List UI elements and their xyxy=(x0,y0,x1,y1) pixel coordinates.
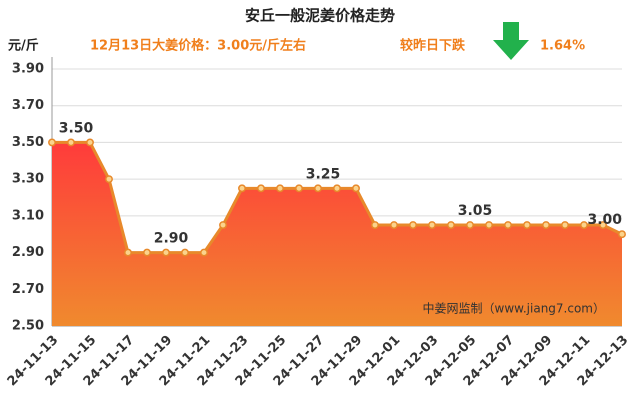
point xyxy=(599,221,607,229)
point xyxy=(124,248,132,257)
y-tick-label: 3.10 xyxy=(12,208,44,223)
point xyxy=(238,184,246,193)
down-arrow xyxy=(493,22,529,60)
point xyxy=(523,221,531,229)
annotation: 较昨日下跌 xyxy=(400,38,466,54)
point xyxy=(219,221,227,229)
point xyxy=(333,184,341,193)
point xyxy=(542,221,550,229)
y-tick-label: 3.90 xyxy=(12,62,44,77)
area-fill xyxy=(52,142,622,326)
y-tick-label: 3.70 xyxy=(12,98,44,113)
point xyxy=(67,138,75,147)
point xyxy=(504,221,512,229)
point xyxy=(352,184,360,193)
point xyxy=(314,184,322,193)
y-tick-label: 2.90 xyxy=(12,245,44,260)
point xyxy=(48,138,56,147)
y-tick-label: 2.50 xyxy=(12,319,44,334)
point xyxy=(181,248,189,257)
data-label: 2.90 xyxy=(154,231,189,247)
chart-title: 安丘一般泥姜价格走势 xyxy=(245,7,395,25)
point xyxy=(295,184,303,193)
y-tick-label: 3.30 xyxy=(12,172,44,187)
point xyxy=(86,138,94,147)
point xyxy=(580,221,588,229)
data-label: 3.25 xyxy=(306,166,341,182)
point xyxy=(162,248,170,257)
point xyxy=(409,221,417,229)
point xyxy=(105,175,113,184)
point xyxy=(485,221,493,229)
y-axis-unit: 元/斤 xyxy=(8,38,39,54)
data-label: 3.50 xyxy=(59,120,94,136)
y-tick-label: 3.50 xyxy=(12,135,44,150)
point xyxy=(390,221,398,229)
annotation: 1.64% xyxy=(540,39,585,54)
point xyxy=(257,184,265,193)
point xyxy=(143,248,151,257)
point xyxy=(200,248,208,257)
point xyxy=(447,221,455,229)
point xyxy=(618,230,626,239)
data-label: 3.05 xyxy=(458,203,493,219)
point xyxy=(276,184,284,193)
point xyxy=(466,221,474,229)
point xyxy=(371,221,379,229)
y-tick-label: 2.70 xyxy=(12,282,44,297)
watermark: 中姜网监制（www.jiang7.com） xyxy=(423,301,605,316)
annotation: 12月13日大姜价格：3.00元/斤左右 xyxy=(90,38,306,54)
plot-area: 2.50 2.70 2.90 3.10 3.30 3.50 3.70 3.90 3.50 2.90… xyxy=(5,57,631,389)
point xyxy=(428,221,436,229)
point xyxy=(561,221,569,229)
data-label: 3.00 xyxy=(587,212,622,228)
